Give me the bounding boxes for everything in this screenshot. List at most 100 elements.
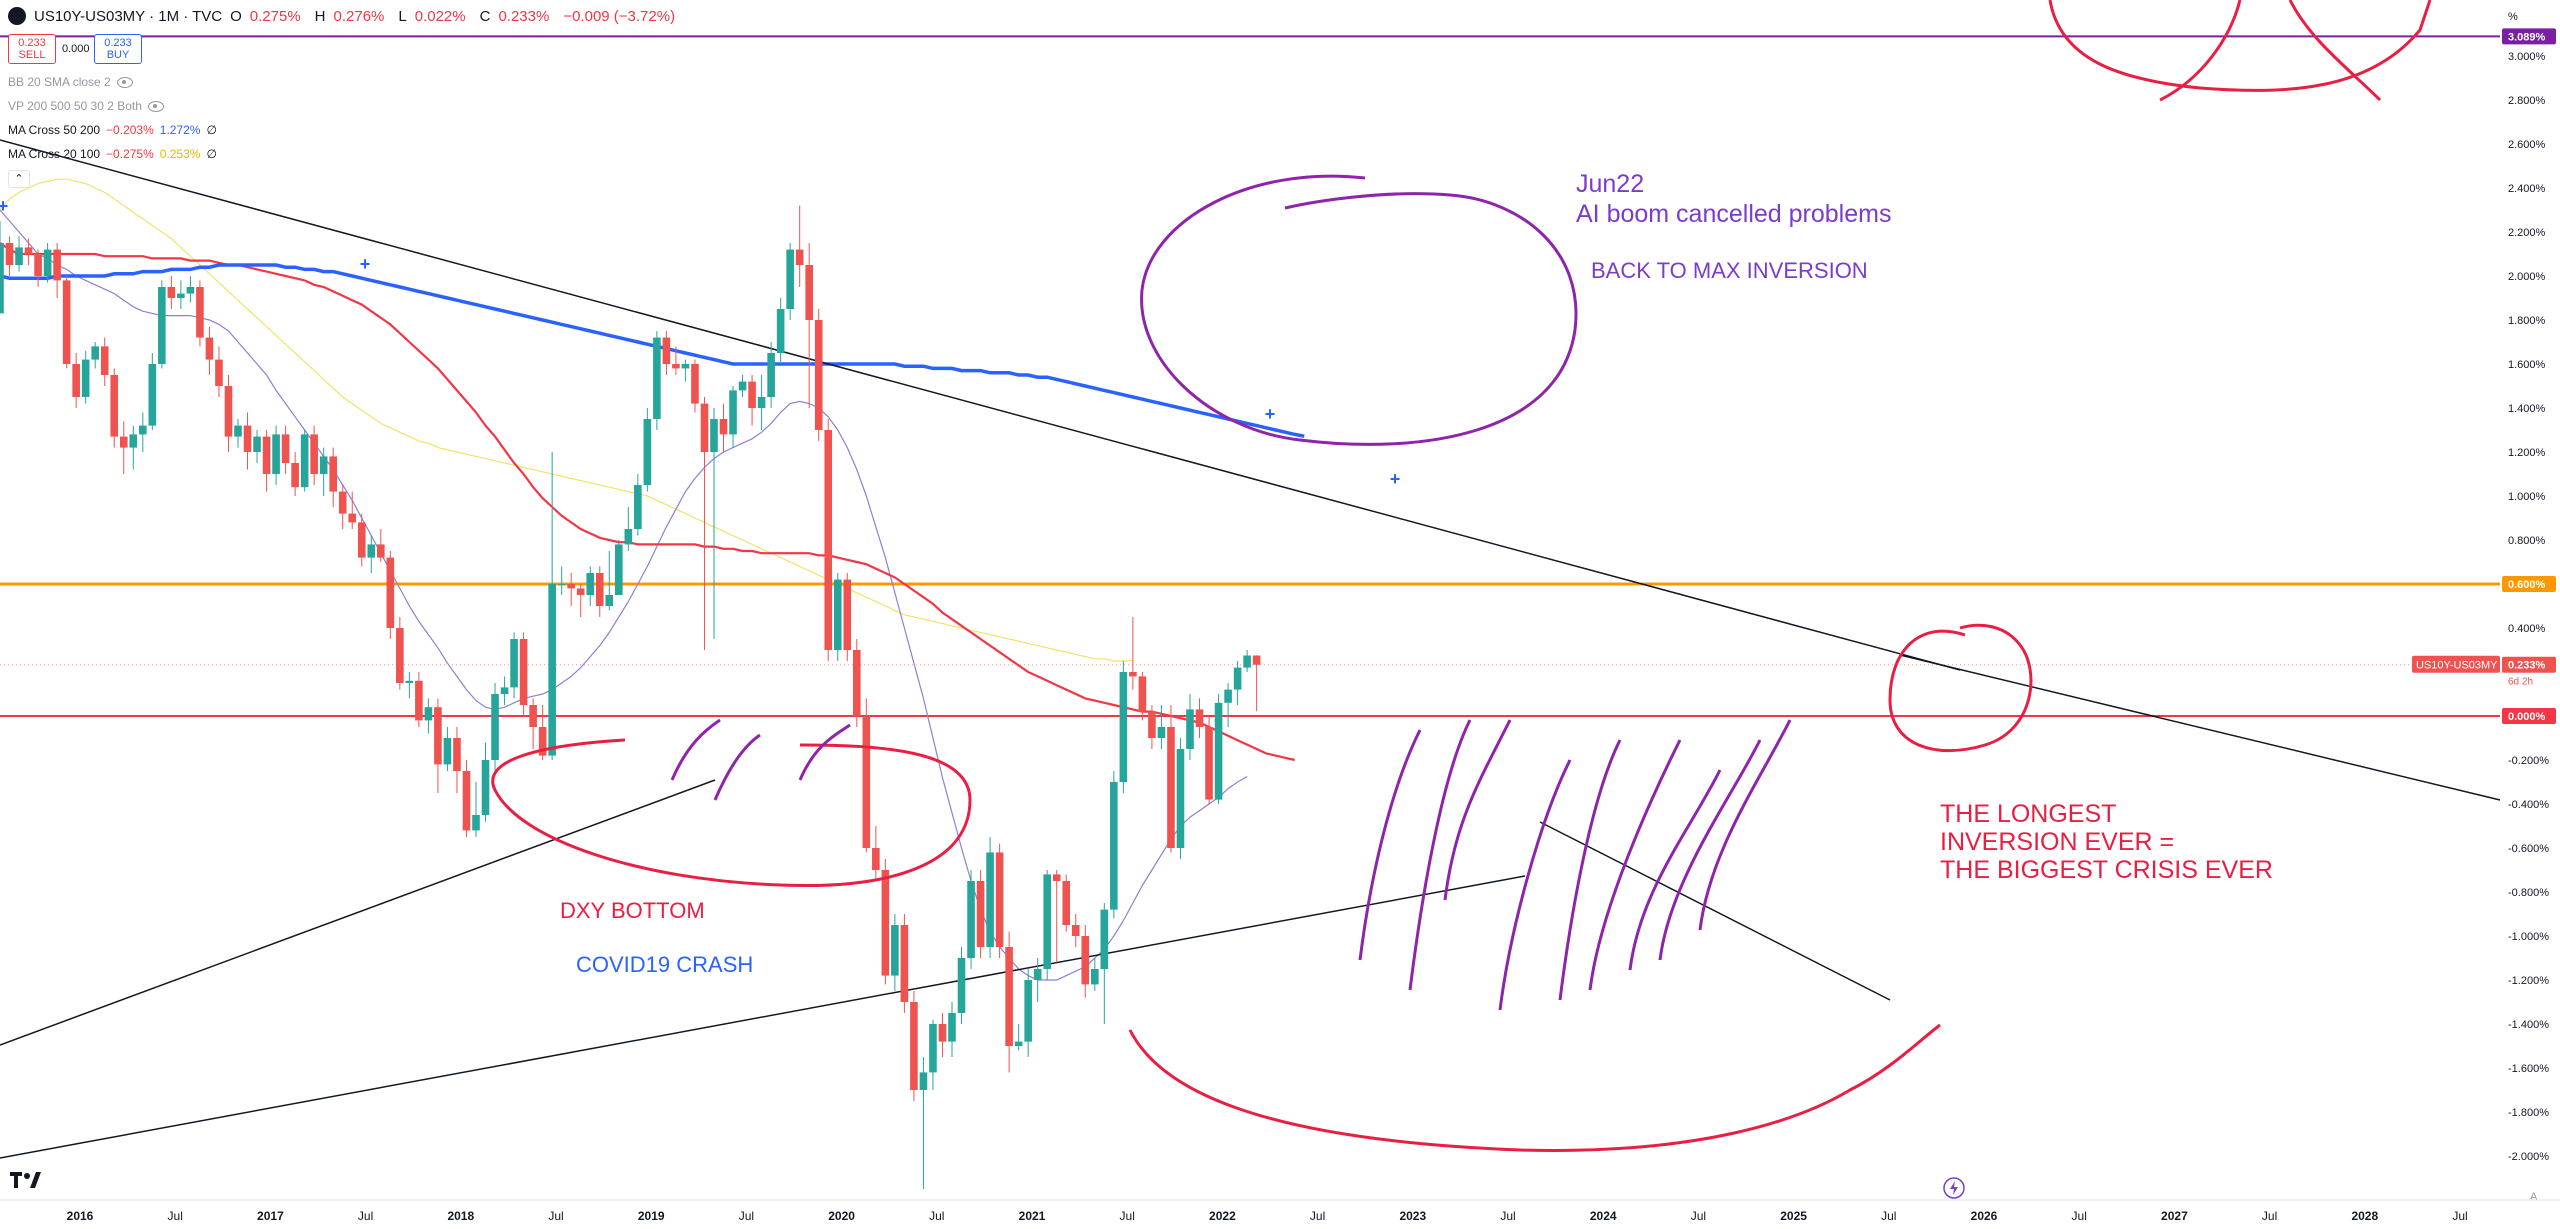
- candle-body: [1233, 667, 1242, 690]
- candle-body: [957, 958, 966, 1013]
- candle-body: [853, 650, 861, 716]
- candle-body: [757, 397, 766, 408]
- trade-panel: 0.233 SELL 0.000 0.233 BUY: [8, 34, 142, 64]
- candle-body: [348, 513, 357, 523]
- sell-button[interactable]: 0.233 SELL: [8, 34, 56, 64]
- indicator-ma-cross-50-200[interactable]: MA Cross 50 200 −0.203% 1.272% ∅: [8, 123, 217, 137]
- candle-body: [1252, 655, 1261, 665]
- y-tick-label: -0.800%: [2508, 887, 2549, 899]
- candle: [15, 236, 23, 272]
- candle-body: [662, 337, 671, 364]
- candle: [1138, 672, 1147, 721]
- indicator-bb[interactable]: BB 20 SMA close 2: [8, 75, 133, 89]
- candle-body: [567, 584, 575, 589]
- candle-body: [34, 254, 42, 276]
- symbol-title[interactable]: US10Y-US03MY · 1M · TVC: [34, 7, 223, 25]
- candle: [767, 342, 775, 408]
- price-tag-label: 0.233%: [2508, 660, 2546, 672]
- x-tick-label: 2026: [1971, 1209, 1998, 1223]
- symbol-tag: US10Y-US03MY 6d 2h: [2412, 655, 2533, 688]
- candle-body: [738, 381, 747, 391]
- candle-body: [719, 419, 728, 435]
- candle: [586, 566, 595, 606]
- indicator-vp[interactable]: VP 200 500 50 30 2 Both: [8, 99, 164, 113]
- candle-body: [595, 573, 604, 606]
- candle-body: [1167, 727, 1175, 848]
- lightning-icon[interactable]: [1942, 1176, 1966, 1200]
- x-tick-label: 2018: [447, 1209, 474, 1223]
- x-tick-label: 2022: [1209, 1209, 1236, 1223]
- ma20100-value-1: −0.275%: [106, 147, 154, 161]
- candle-body: [519, 639, 528, 705]
- candle: [1243, 650, 1251, 672]
- trendline: [0, 139, 1961, 671]
- candle-body: [1071, 925, 1080, 936]
- y-tick-label: 1.800%: [2508, 315, 2546, 327]
- x-tick-label: 2016: [67, 1209, 94, 1223]
- red-circle-current: [1888, 623, 2033, 753]
- candle-body: [776, 309, 785, 353]
- candle: [1224, 683, 1232, 727]
- candle-body: [415, 680, 423, 721]
- candle-body: [634, 485, 642, 529]
- candle-body: [967, 881, 975, 958]
- candle: [1014, 1024, 1023, 1051]
- candle-body: [424, 707, 433, 721]
- y-tick-label: 2.600%: [2508, 139, 2546, 151]
- drawings: [491, 0, 2432, 1152]
- candle-body: [81, 359, 90, 397]
- candle-body: [243, 425, 252, 452]
- candle: [729, 386, 737, 448]
- candle: [243, 412, 252, 470]
- x-tick-label: 2028: [2351, 1209, 2378, 1223]
- x-tick-label: 2027: [2161, 1209, 2188, 1223]
- candle-body: [224, 386, 233, 437]
- x-tick-label: Jul: [929, 1209, 944, 1223]
- candle-body: [1110, 782, 1118, 910]
- price-tag-label: 0.000%: [2508, 711, 2546, 723]
- candle-body: [357, 522, 366, 558]
- y-tick-label: 2.000%: [2508, 271, 2546, 283]
- candle-body: [576, 588, 585, 595]
- candle: [634, 474, 642, 536]
- candle-body: [491, 694, 499, 760]
- ma200-line: [0, 263, 1305, 438]
- candle: [110, 368, 119, 448]
- candle: [1081, 925, 1090, 998]
- candle-body: [624, 529, 633, 545]
- purple-hatch-inversion: [1698, 719, 1792, 931]
- indicator-bb-label: BB 20 SMA close 2: [8, 75, 111, 89]
- candle-body: [291, 463, 299, 488]
- trendline: [1539, 821, 1891, 1001]
- candle: [567, 573, 575, 606]
- collapse-legend-button[interactable]: ⌃: [8, 170, 30, 188]
- candle-body: [62, 280, 71, 364]
- buy-button[interactable]: 0.233 BUY: [94, 34, 142, 64]
- symbol-tag-bg: [2412, 655, 2500, 673]
- candle: [357, 513, 366, 567]
- countdown-label: 6d 2h: [2508, 677, 2533, 688]
- candle: [72, 353, 80, 408]
- candle: [1005, 931, 1013, 1073]
- time-axis: 2016 Jul 2017 Jul 2018 Jul 2019 Jul 2020 Jul 2021 J…: [0, 1199, 2560, 1223]
- candle: [396, 617, 404, 690]
- ma20100-value-2: 0.253%: [159, 147, 201, 161]
- sell-label: SELL: [18, 49, 46, 61]
- candle-body: [272, 434, 280, 474]
- candle-body: [995, 852, 1004, 947]
- candle-body: [1062, 881, 1071, 925]
- candle-body: [929, 1024, 937, 1073]
- indicator-ma-cross-20-100[interactable]: MA Cross 20 100 −0.275% 0.253% ∅: [8, 147, 217, 161]
- hidden-eye-icon[interactable]: [116, 76, 133, 88]
- candle-body: [1052, 874, 1061, 881]
- hidden-eye-icon[interactable]: [147, 100, 164, 112]
- candle-body: [24, 247, 33, 254]
- price-tag: 0.600%: [2502, 576, 2556, 592]
- candle: [881, 859, 890, 985]
- x-tick-label: 2020: [828, 1209, 855, 1223]
- candle: [1062, 874, 1071, 932]
- annotation-text: BACK TO MAX INVERSION: [1591, 258, 1868, 283]
- trendline: [1899, 654, 2501, 801]
- y-tick-label: 2.200%: [2508, 227, 2546, 239]
